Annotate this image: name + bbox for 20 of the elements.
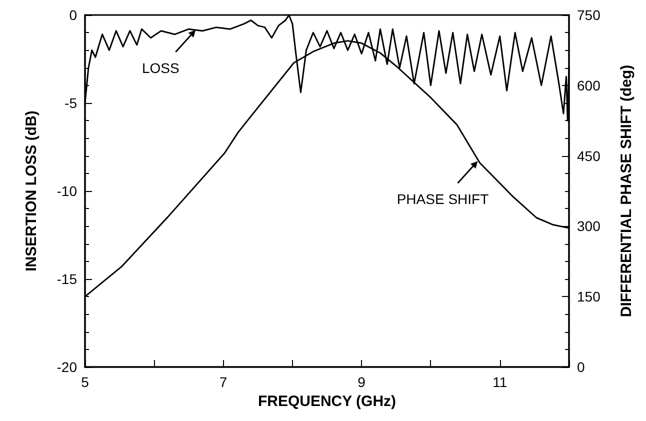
x-tick-label: 11	[492, 374, 508, 390]
y-tick-label: -5	[64, 95, 78, 111]
x-tick-label: 5	[81, 374, 90, 390]
y2-tick-label: 150	[577, 288, 601, 305]
y2-tick-label: 600	[577, 77, 601, 94]
y-tick-label: -10	[56, 183, 78, 199]
y2-axis-title: DIFFERENTIAL PHASE SHIFT (deg)	[618, 64, 635, 318]
y-axis-title: INSERTION LOSS (dB)	[23, 110, 40, 272]
annotation: LOSS	[142, 60, 180, 76]
x-axis-title: FREQUENCY (GHz)	[258, 392, 396, 410]
x-tick-label: 9	[358, 374, 366, 390]
y2-tick-label: 750	[577, 7, 601, 23]
x-tick-label: 7	[219, 374, 228, 390]
y2-tick-label: 450	[577, 148, 601, 164]
y2-tick-label: 0	[577, 359, 585, 375]
y2-tick-label: 300	[577, 218, 601, 234]
annotation: PHASE SHIFT	[396, 191, 490, 208]
y-tick-label: -20	[56, 359, 78, 375]
y-tick-label: 0	[69, 7, 78, 23]
y-tick-label: -15	[56, 271, 78, 287]
